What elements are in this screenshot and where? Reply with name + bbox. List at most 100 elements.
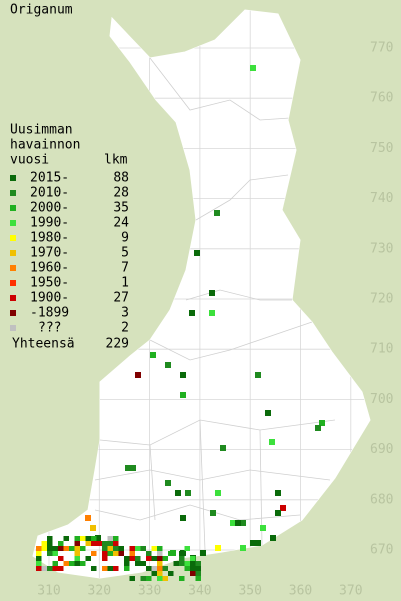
record — [58, 556, 64, 561]
record — [209, 310, 215, 316]
record — [36, 556, 42, 561]
record — [91, 551, 97, 556]
legend-swatch — [10, 250, 16, 256]
record — [113, 536, 119, 541]
record — [95, 535, 101, 541]
record — [184, 561, 190, 566]
record — [90, 525, 96, 531]
record — [52, 566, 58, 571]
legend-count: 24 — [113, 216, 129, 231]
legend-count: 28 — [113, 186, 129, 201]
record — [124, 561, 130, 566]
northing-label: 690 — [370, 442, 393, 457]
record — [125, 465, 131, 471]
record — [215, 545, 221, 551]
record — [91, 541, 97, 546]
record — [165, 480, 171, 486]
record — [157, 546, 163, 551]
legend-heading: vuosi — [10, 153, 49, 168]
legend-label: 1900- — [30, 291, 69, 306]
legend-heading: havainnon — [10, 138, 80, 153]
record — [41, 566, 47, 571]
record — [91, 566, 97, 571]
legend-label: 2010- — [30, 186, 69, 201]
record — [190, 566, 196, 571]
legend: 2015- 88 2010- 28 2000- 35 1990- 24 1980- 9 1970- 5… — [10, 171, 129, 336]
record — [63, 561, 69, 566]
legend-count: 9 — [121, 231, 129, 246]
record — [250, 540, 256, 546]
record — [162, 556, 168, 561]
record — [215, 490, 221, 496]
record — [107, 566, 113, 571]
record — [140, 561, 146, 566]
record — [36, 546, 42, 551]
record — [36, 561, 42, 566]
record — [275, 510, 281, 516]
record — [135, 556, 141, 561]
record — [129, 556, 135, 561]
record — [151, 556, 157, 561]
record — [180, 515, 186, 521]
record — [269, 439, 275, 445]
record — [118, 546, 124, 551]
record — [240, 545, 246, 551]
record — [107, 546, 113, 551]
record — [113, 551, 119, 556]
record — [102, 566, 108, 571]
record — [41, 546, 47, 551]
record — [47, 566, 53, 571]
legend-count-heading: lkm — [104, 153, 128, 168]
record — [74, 551, 80, 556]
northing-label: 720 — [370, 292, 393, 307]
region-borders — [94, 57, 336, 551]
legend-label: 1990- — [30, 216, 69, 231]
record — [85, 556, 91, 561]
record — [184, 546, 190, 551]
record — [157, 571, 163, 576]
record — [85, 515, 91, 521]
record — [52, 546, 58, 551]
record — [113, 541, 119, 546]
northing-label: 770 — [370, 41, 393, 56]
record — [135, 372, 141, 378]
record — [74, 536, 80, 541]
records — [36, 65, 325, 581]
record — [255, 540, 261, 546]
easting-label: 320 — [88, 584, 111, 599]
legend-swatch — [10, 175, 16, 181]
record — [265, 410, 271, 416]
record — [168, 571, 174, 576]
record — [190, 561, 196, 566]
record — [190, 571, 196, 576]
record — [74, 546, 80, 551]
legend-label: ??? — [38, 321, 61, 336]
record — [179, 551, 185, 556]
northing-label: 710 — [370, 342, 393, 357]
record — [195, 561, 201, 566]
record — [80, 561, 86, 566]
record — [151, 571, 157, 576]
record — [52, 551, 58, 556]
record — [319, 420, 325, 426]
record — [69, 546, 75, 551]
legend-label: 1970- — [30, 246, 69, 261]
record — [157, 556, 163, 561]
legend-label: 1960- — [30, 261, 69, 276]
record — [280, 505, 286, 511]
record — [36, 566, 42, 571]
legend-count: 88 — [113, 171, 129, 186]
legend-heading: Uusimman — [10, 123, 73, 138]
record — [250, 65, 256, 71]
record — [129, 576, 135, 581]
record — [63, 546, 69, 551]
record — [179, 576, 185, 581]
record — [85, 536, 91, 541]
legend-label: 2000- — [30, 201, 69, 216]
record — [157, 551, 163, 556]
easting-label: 330 — [138, 584, 161, 599]
record — [162, 576, 168, 581]
record — [162, 566, 168, 571]
record — [47, 536, 53, 541]
northing-label: 760 — [370, 91, 393, 106]
